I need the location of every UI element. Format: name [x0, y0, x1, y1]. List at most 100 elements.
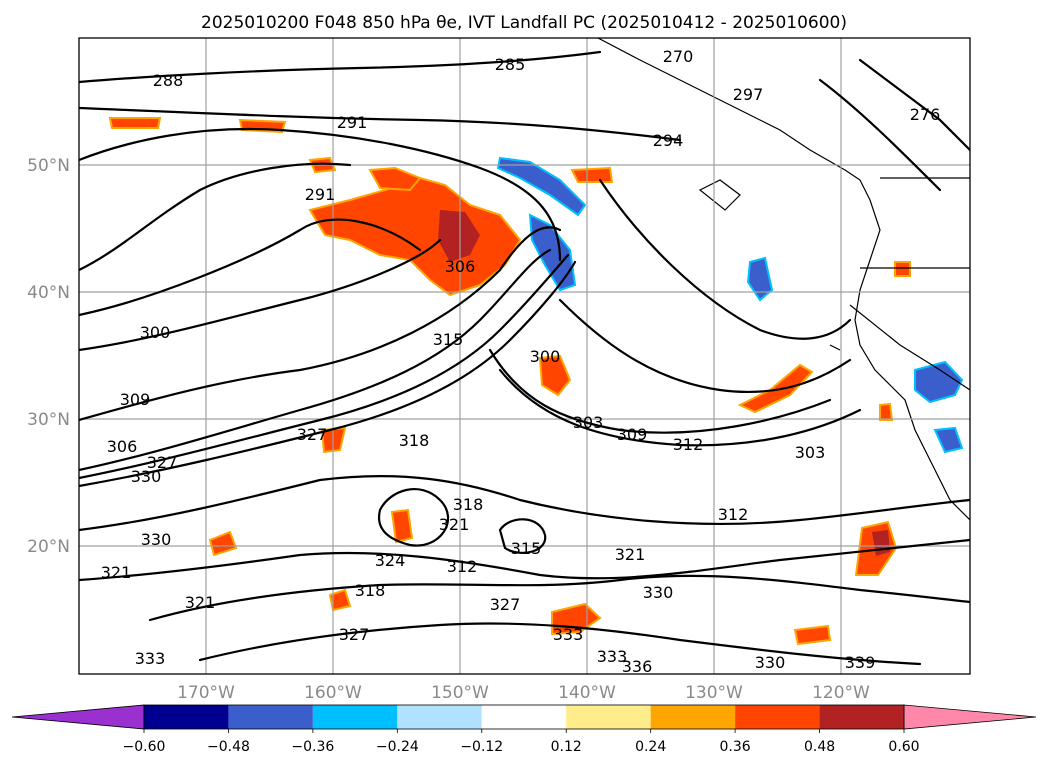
contour-label: 321: [185, 593, 216, 612]
latitude-labels: 50°N 40°N 30°N 20°N: [27, 156, 70, 557]
contour-label: 306: [107, 437, 138, 456]
colorbar-high-extension: [903, 704, 1037, 730]
contour-label: 312: [673, 435, 704, 454]
contour-label: 309: [617, 425, 648, 444]
contour-label: 327: [147, 453, 178, 472]
colorbar-tick-label: −0.48: [207, 739, 250, 755]
colorbar-bin: [735, 705, 820, 729]
lat-label: 20°N: [27, 537, 70, 557]
contour-label: 333: [597, 647, 628, 666]
colorbar-tick-label: 0.48: [804, 739, 835, 755]
contour-label: 321: [439, 515, 470, 534]
colorbar-frame: [143, 704, 905, 730]
negative-anomaly-patch: [933, 426, 964, 454]
contour-label: 303: [573, 413, 604, 432]
graticule: [79, 38, 970, 674]
contour-label: 321: [615, 545, 646, 564]
contour-label: 330: [755, 653, 786, 672]
contour-label: 327: [339, 625, 370, 644]
colorbar-tick-label: 0.24: [635, 739, 666, 755]
lon-label: 160°W: [304, 683, 362, 703]
contour-label: 318: [399, 431, 430, 450]
contour-label: 318: [453, 495, 484, 514]
contour-label: 303: [795, 443, 826, 462]
contour-label: 336: [622, 657, 653, 676]
contour-label: 291: [337, 113, 368, 132]
positive-anomaly-core: [438, 210, 480, 262]
colorbar-tick-label: 0.36: [720, 739, 751, 755]
contour-label: 285: [495, 55, 526, 74]
contour-label: 339: [845, 653, 876, 672]
colorbar-bin: [144, 705, 229, 729]
contour-label: 291: [305, 185, 336, 204]
colorbar-bin: [819, 705, 904, 729]
colorbar-tick-label: 0.60: [888, 739, 919, 755]
contour-label: 327: [297, 425, 328, 444]
lon-label: 120°W: [812, 683, 870, 703]
positive-anomaly-patch: [538, 354, 572, 397]
contour-label: 312: [447, 557, 478, 576]
map-frame: [78, 37, 971, 675]
longitude-labels: 170°W 160°W 150°W 140°W 130°W 120°W: [177, 683, 870, 703]
lon-label: 130°W: [685, 683, 743, 703]
colorbar-tick-label: −0.24: [376, 739, 419, 755]
shading-layer: [108, 117, 964, 646]
contour-label: 294: [653, 131, 684, 150]
map-title: 2025010200 F048 850 hPa θe, IVT Landfall…: [201, 13, 847, 33]
negative-anomaly-patch: [746, 256, 774, 302]
colorbar-bin: [650, 705, 736, 729]
colorbar-low-extension: [11, 704, 145, 730]
lon-label: 140°W: [558, 683, 616, 703]
contour-label: 324: [375, 551, 406, 570]
colorbar-bin: [397, 705, 482, 729]
positive-anomaly-patch: [108, 117, 162, 129]
coastline-layer: [597, 38, 970, 521]
positive-anomaly-patch: [328, 588, 352, 612]
contour-label: 312: [718, 505, 749, 524]
contour-label: 288: [153, 71, 184, 90]
contour-labels: 288 285 291 270 294 276 297 291 306 300 …: [101, 47, 941, 676]
positive-anomaly-patch: [390, 508, 414, 544]
positive-anomaly-patch: [879, 402, 894, 421]
colorbar-bin: [481, 705, 567, 729]
contour-label: 306: [445, 257, 476, 276]
contour-label: 315: [433, 330, 464, 349]
contour-label: 300: [530, 347, 561, 366]
positive-anomaly-patch: [368, 166, 422, 192]
colorbar-bin: [228, 705, 313, 729]
contour-label: 276: [910, 105, 941, 124]
lat-label: 30°N: [27, 410, 70, 430]
positive-anomaly-patch: [894, 261, 911, 277]
contour-label: 333: [135, 649, 166, 668]
contour-label: 330: [643, 583, 674, 602]
contour-label: 315: [511, 539, 542, 558]
lon-label: 170°W: [177, 683, 235, 703]
map-panel: 288 285 291 270 294 276 297 291 306 300 …: [78, 37, 971, 676]
positive-anomaly-patch: [208, 530, 238, 557]
contour-label: 297: [733, 85, 764, 104]
contour-label: 327: [490, 595, 521, 614]
colorbar-bin: [312, 705, 398, 729]
colorbar-tick-label: −0.12: [460, 739, 503, 755]
colorbar-tick-label: −0.60: [123, 739, 166, 755]
contour-label: 318: [355, 581, 386, 600]
lat-label: 50°N: [27, 156, 70, 176]
contour-label: 330: [131, 467, 162, 486]
positive-anomaly-patch: [570, 166, 614, 183]
colorbar: −0.60 −0.48 −0.36 −0.24 −0.12 0.12 0.24 0.36 0.4…: [11, 704, 1037, 755]
contour-label: 321: [101, 563, 132, 582]
lat-label: 40°N: [27, 283, 70, 303]
negative-anomaly-patch: [496, 156, 587, 217]
negative-anomaly-patch: [914, 360, 964, 404]
contour-label: 270: [663, 47, 694, 66]
contour-label: 333: [553, 625, 584, 644]
lon-label: 150°W: [431, 683, 489, 703]
contour-label: 300: [140, 323, 171, 342]
contour-label: 309: [120, 390, 151, 409]
colorbar-tick-label: −0.36: [291, 739, 334, 755]
positive-anomaly-patch: [793, 624, 832, 646]
colorbar-tick-label: 0.12: [551, 739, 582, 755]
contour-label: 330: [141, 530, 172, 549]
theta-e-contours: [79, 50, 970, 666]
